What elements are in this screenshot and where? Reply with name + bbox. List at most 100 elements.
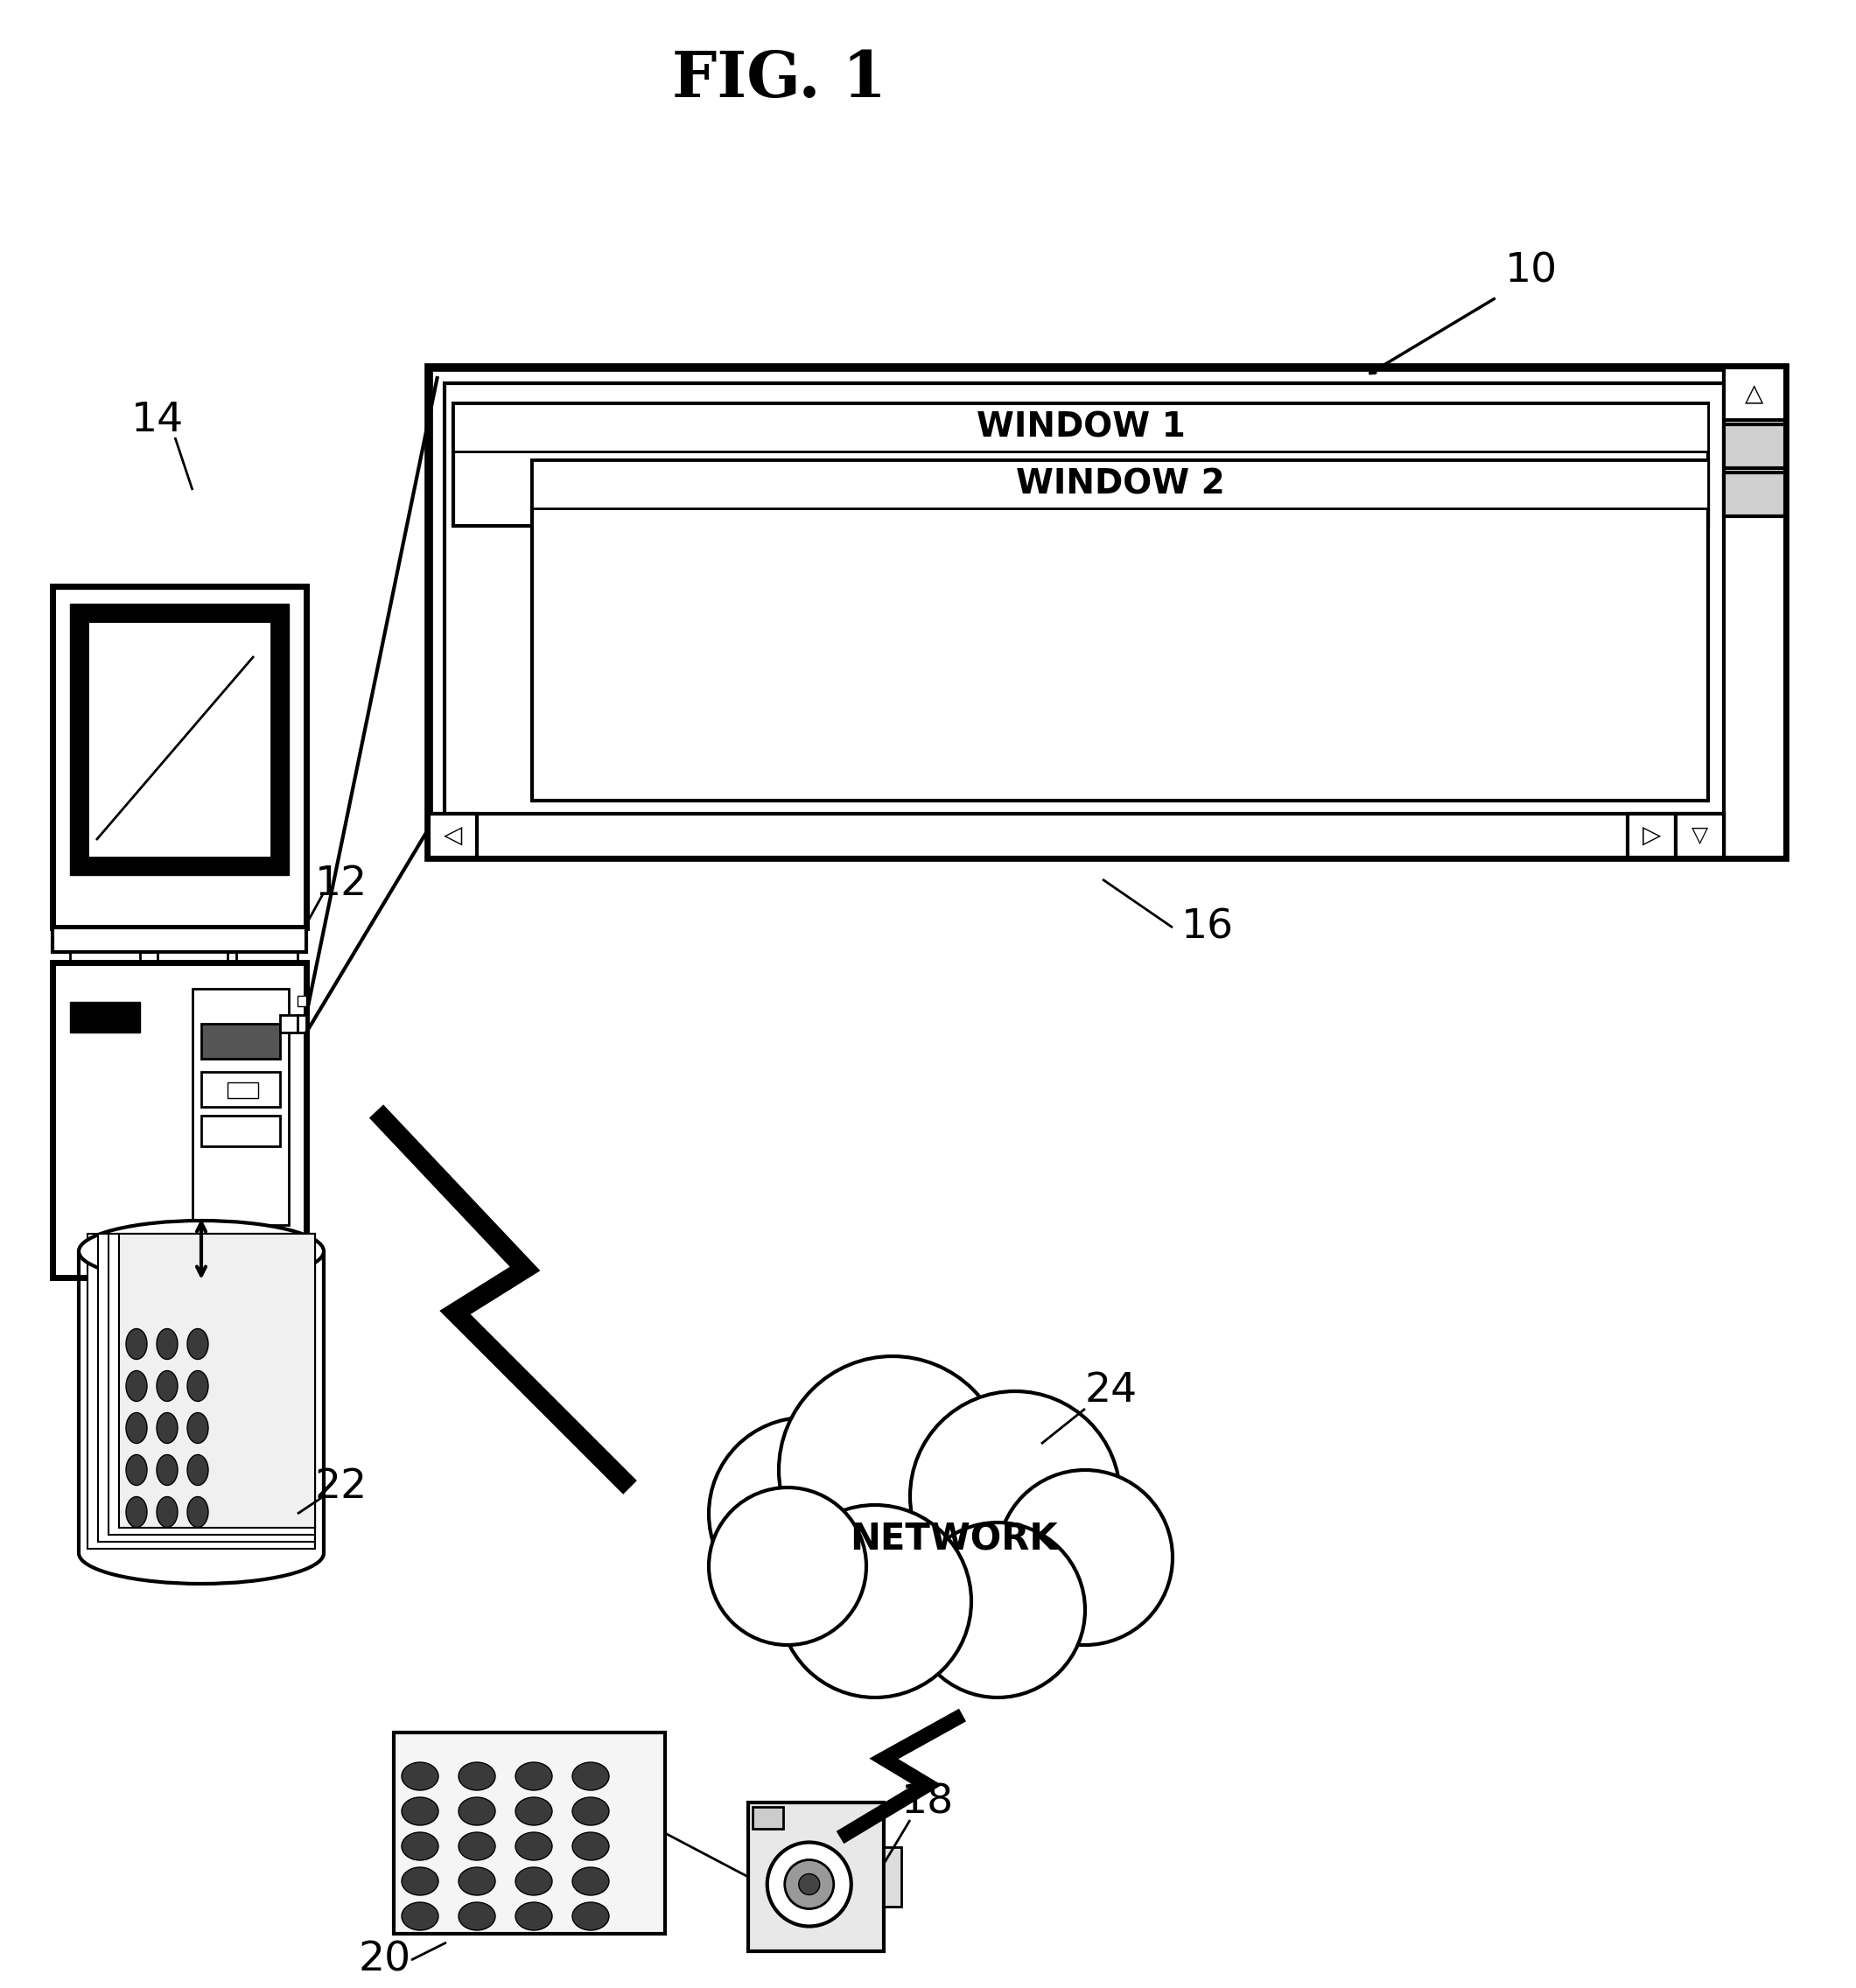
Ellipse shape bbox=[187, 1370, 208, 1402]
Ellipse shape bbox=[401, 1761, 438, 1791]
Ellipse shape bbox=[401, 1867, 438, 1895]
Bar bbox=[200, 1024, 280, 1060]
Circle shape bbox=[709, 1487, 867, 1644]
Bar bbox=[52, 586, 306, 928]
Bar bbox=[119, 1235, 316, 1527]
Bar bbox=[87, 1235, 316, 1549]
Bar bbox=[52, 928, 306, 952]
Bar bbox=[533, 461, 1708, 509]
Bar bbox=[71, 1002, 139, 1032]
Bar bbox=[429, 813, 1724, 857]
Bar bbox=[108, 1235, 316, 1535]
Bar bbox=[1724, 368, 1785, 419]
Circle shape bbox=[780, 1505, 971, 1698]
Ellipse shape bbox=[126, 1328, 147, 1360]
Ellipse shape bbox=[156, 1370, 178, 1402]
Bar bbox=[71, 604, 290, 875]
Ellipse shape bbox=[156, 1413, 178, 1443]
Bar bbox=[200, 1072, 280, 1107]
Ellipse shape bbox=[516, 1903, 553, 1930]
Ellipse shape bbox=[156, 1328, 178, 1360]
Ellipse shape bbox=[572, 1903, 609, 1930]
Ellipse shape bbox=[572, 1761, 609, 1791]
Text: 14: 14 bbox=[132, 400, 184, 439]
Bar bbox=[453, 404, 1708, 451]
Text: 16: 16 bbox=[1180, 909, 1234, 946]
Bar bbox=[297, 996, 306, 1006]
Text: 18: 18 bbox=[902, 1783, 954, 1823]
Text: △: △ bbox=[1745, 382, 1763, 406]
Ellipse shape bbox=[126, 1413, 147, 1443]
Text: 10: 10 bbox=[1505, 252, 1557, 290]
Bar bbox=[1724, 473, 1785, 517]
Bar bbox=[429, 368, 1785, 857]
Bar bbox=[393, 1732, 664, 1934]
Bar bbox=[158, 952, 228, 972]
Text: 12: 12 bbox=[316, 865, 367, 903]
Ellipse shape bbox=[458, 1867, 496, 1895]
Text: NETWORK: NETWORK bbox=[850, 1521, 1058, 1559]
Ellipse shape bbox=[126, 1497, 147, 1527]
Bar bbox=[1676, 813, 1724, 857]
Ellipse shape bbox=[516, 1867, 553, 1895]
Circle shape bbox=[780, 1356, 1006, 1584]
Bar bbox=[297, 1016, 306, 1032]
Bar bbox=[453, 404, 1708, 527]
Bar bbox=[200, 1115, 280, 1147]
Text: WINDOW 1: WINDOW 1 bbox=[976, 412, 1186, 443]
Bar bbox=[533, 461, 1708, 801]
Ellipse shape bbox=[126, 1455, 147, 1485]
Ellipse shape bbox=[458, 1903, 496, 1930]
Bar bbox=[98, 1235, 316, 1543]
Text: 20: 20 bbox=[358, 1940, 412, 1980]
Bar bbox=[1724, 368, 1785, 857]
Circle shape bbox=[798, 1875, 820, 1895]
Ellipse shape bbox=[187, 1497, 208, 1527]
Ellipse shape bbox=[401, 1797, 438, 1825]
Circle shape bbox=[997, 1469, 1173, 1644]
Ellipse shape bbox=[458, 1797, 496, 1825]
Circle shape bbox=[785, 1861, 833, 1908]
Ellipse shape bbox=[401, 1903, 438, 1930]
Text: ◁: ◁ bbox=[444, 823, 462, 847]
Ellipse shape bbox=[187, 1455, 208, 1485]
Bar bbox=[883, 1847, 902, 1906]
Ellipse shape bbox=[156, 1497, 178, 1527]
Bar bbox=[71, 952, 139, 972]
Ellipse shape bbox=[78, 1221, 323, 1282]
Bar bbox=[752, 1807, 783, 1829]
Bar bbox=[280, 1016, 297, 1032]
Text: WINDOW 2: WINDOW 2 bbox=[1015, 467, 1225, 501]
Ellipse shape bbox=[516, 1797, 553, 1825]
Ellipse shape bbox=[187, 1328, 208, 1360]
Circle shape bbox=[909, 1392, 1119, 1600]
Bar bbox=[748, 1803, 883, 1952]
Ellipse shape bbox=[458, 1833, 496, 1861]
Ellipse shape bbox=[516, 1761, 553, 1791]
Text: ▷: ▷ bbox=[1643, 823, 1661, 847]
Bar bbox=[429, 813, 477, 857]
Text: 24: 24 bbox=[1086, 1372, 1138, 1411]
Ellipse shape bbox=[572, 1797, 609, 1825]
Text: FIG. 1: FIG. 1 bbox=[672, 48, 887, 109]
Bar bbox=[445, 384, 1769, 841]
Bar bbox=[87, 622, 271, 857]
Bar bbox=[236, 952, 297, 972]
Text: ▽: ▽ bbox=[1691, 825, 1708, 847]
Bar bbox=[193, 988, 290, 1225]
Ellipse shape bbox=[401, 1833, 438, 1861]
Ellipse shape bbox=[156, 1455, 178, 1485]
Bar bbox=[1724, 423, 1785, 467]
Circle shape bbox=[709, 1417, 902, 1610]
Circle shape bbox=[767, 1843, 852, 1926]
Bar bbox=[52, 962, 306, 1278]
Ellipse shape bbox=[516, 1833, 553, 1861]
Circle shape bbox=[909, 1523, 1086, 1698]
Ellipse shape bbox=[126, 1370, 147, 1402]
Ellipse shape bbox=[187, 1413, 208, 1443]
Bar bbox=[1628, 813, 1676, 857]
Text: 22: 22 bbox=[316, 1467, 367, 1507]
Ellipse shape bbox=[572, 1867, 609, 1895]
Ellipse shape bbox=[572, 1833, 609, 1861]
Bar bbox=[228, 1081, 258, 1097]
